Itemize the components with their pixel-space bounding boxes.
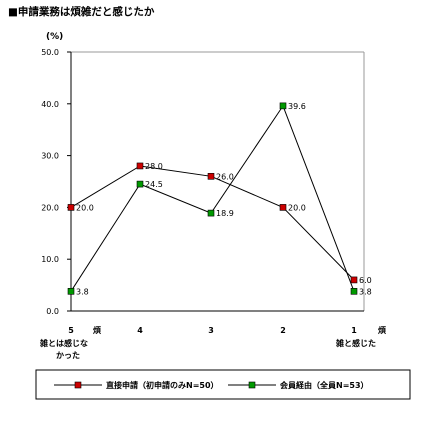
x-end-label-right: 雑と感じた: [335, 338, 376, 348]
data-label: 26.0: [216, 172, 234, 181]
data-point-marker: [350, 288, 358, 295]
data-point-marker: [136, 162, 144, 170]
x-end-label-left: 雑とは感じな: [39, 338, 88, 348]
data-label: 28.0: [145, 162, 163, 171]
data-point-marker: [279, 204, 287, 211]
data-label: 3.8: [76, 287, 89, 296]
y-tick-label: 20.0: [41, 203, 59, 212]
data-point-marker: [279, 102, 287, 110]
data-label: 6.0: [359, 276, 372, 285]
x-tick-label: 2: [280, 326, 286, 335]
y-tick-label: 0.0: [46, 307, 59, 316]
legend-label: 会員経由（全員N=53）: [280, 380, 369, 390]
x-tick-label: 5: [68, 326, 74, 335]
x-tick-label: 3: [208, 326, 214, 335]
legend-label: 直接申請（初申請のみN=50）: [106, 380, 219, 390]
x-tick-label: 4: [137, 326, 143, 335]
legend-marker: [74, 381, 82, 389]
y-tick-label: 40.0: [41, 100, 59, 109]
y-tick-label: 50.0: [41, 48, 59, 57]
legend-box: [35, 369, 411, 400]
data-label: 3.8: [359, 287, 372, 296]
data-label: 24.5: [145, 180, 163, 189]
data-point-marker: [207, 173, 215, 180]
y-tick-label: 30.0: [41, 152, 59, 161]
y-axis-unit-label: (%): [46, 32, 63, 42]
data-point-marker: [207, 209, 215, 217]
data-label: 18.9: [216, 209, 234, 218]
data-point-marker: [350, 276, 358, 284]
series-line: [70, 104, 355, 292]
plot-area: 0.010.020.030.040.050.05 4 3 2 1煩雑とは感じなかった煩雑…: [35, 48, 411, 400]
x-end-label-right: 煩: [378, 325, 387, 335]
data-point-marker: [67, 204, 75, 211]
x-end-label-left: 煩: [93, 325, 102, 335]
data-label: 20.0: [288, 203, 306, 212]
data-label: 20.0: [76, 203, 94, 212]
y-tick-label: 10.0: [41, 255, 59, 264]
data-point-marker: [67, 288, 75, 295]
data-label: 39.6: [288, 102, 306, 111]
data-point-marker: [136, 180, 144, 188]
x-tick-label: 1: [351, 326, 357, 335]
legend-marker: [248, 381, 256, 389]
x-end-label-left: かった: [56, 350, 80, 360]
chart-title: ■申請業務は煩雑だと感じたか: [8, 5, 155, 18]
series-line: [70, 165, 355, 281]
